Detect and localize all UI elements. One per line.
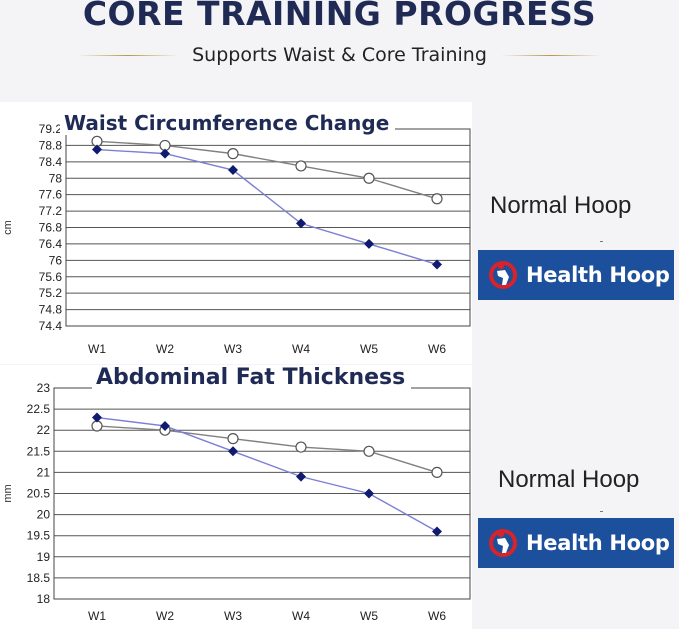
y-tick-label: 76 [49, 253, 63, 267]
legend-health-hoop-badge-1: Health Hoop [478, 250, 674, 300]
x-tick-label: W6 [428, 609, 446, 623]
fat-chart-title: Abdominal Fat Thickness [92, 365, 412, 390]
y-tick-label: 22.5 [27, 402, 51, 416]
health-hoop-point [432, 526, 442, 537]
normal-hoop-point [431, 466, 443, 479]
waist-chart-title: Waist Circumference Change [60, 111, 396, 135]
y-tick-label: 20.5 [27, 487, 51, 501]
health-hoop-series-line [96, 416, 438, 533]
health-hoop-point [364, 488, 374, 499]
legend-health-hoop-badge-2: Health Hoop [478, 518, 674, 568]
y-tick-label: 78.4 [39, 155, 63, 169]
legend-normal-hoop-2: Normal Hoop [498, 466, 640, 493]
x-tick-label: W2 [156, 609, 174, 623]
health-hoop-point [432, 259, 442, 270]
y-axis-label: cm [2, 220, 14, 235]
page-title: CORE TRAINING PROGRESS [82, 0, 597, 33]
y-tick-label: 22 [37, 423, 51, 437]
legend-divider-1 [600, 241, 603, 242]
y-tick-label: 74.8 [39, 303, 63, 317]
x-tick-label: W3 [224, 609, 242, 623]
health-hoop-point [92, 144, 102, 155]
y-tick-label: 18.5 [27, 571, 51, 585]
y-tick-label: 18 [37, 592, 51, 606]
health-hoop-point [364, 238, 374, 249]
x-tick-label: W5 [360, 342, 378, 356]
legend-normal-hoop-1: Normal Hoop [490, 192, 632, 219]
x-tick-label: W4 [292, 609, 310, 623]
y-tick-label: 79.2 [39, 122, 63, 136]
normal-hoop-point [227, 433, 239, 445]
subtitle-rule-right [500, 54, 601, 56]
fat-chart: 23 22.5 22 21.5 21 20.5 20 19.5 19 18.5 18 mm W1 W2 W3… [2, 381, 471, 623]
health-hoop-series-line [96, 148, 438, 266]
x-tick-label: W2 [156, 342, 174, 356]
y-tick-label: 75.2 [39, 286, 63, 300]
y-tick-label: 19.5 [27, 529, 51, 543]
page-subtitle: Supports Waist & Core Training [192, 44, 487, 66]
y-tick-label: 19 [37, 550, 51, 564]
y-tick-label: 76.4 [39, 237, 63, 251]
health-hoop-point [296, 218, 306, 229]
health-hoop-point [296, 471, 306, 482]
y-tick-label: 21.5 [27, 444, 51, 458]
x-tick-label: W3 [224, 342, 242, 356]
y-axis-label: mm [2, 484, 14, 502]
normal-hoop-point [295, 441, 307, 453]
x-tick-label: W6 [428, 342, 446, 356]
health-hoop-point [160, 148, 170, 159]
x-tick-label: W5 [360, 609, 378, 623]
health-hoop-point [228, 165, 238, 176]
y-tick-label: 78 [49, 171, 63, 185]
health-hoop-point [228, 446, 238, 457]
normal-hoop-series-line [96, 140, 438, 200]
health-hoop-point [92, 412, 102, 423]
y-tick-label: 21 [37, 465, 51, 479]
normal-hoop-point [363, 172, 375, 184]
y-tick-label: 23 [37, 381, 51, 395]
normal-hoop-point [363, 445, 375, 457]
y-tick-label: 76.8 [39, 221, 63, 235]
legend-health-hoop-label-1: Health Hoop [526, 263, 670, 287]
subtitle-rule-left [78, 54, 179, 56]
normal-hoop-point [227, 148, 239, 160]
subtitle-row: Supports Waist & Core Training [0, 40, 679, 70]
x-tick-label: W4 [292, 342, 310, 356]
waist-chart-panel: 79.2 78.8 78.4 78 77.6 77.2 76.8 76.4 76 75.6 75.2… [0, 102, 472, 364]
normal-hoop-point [431, 193, 443, 205]
y-tick-label: 75.6 [39, 270, 63, 284]
x-tick-label: W1 [88, 342, 106, 356]
legend-divider-2 [600, 511, 603, 512]
y-tick-label: 20 [37, 508, 51, 522]
health-hoop-point [160, 420, 170, 431]
x-tick-label: W1 [88, 609, 106, 623]
normal-hoop-point [295, 160, 307, 172]
legend-health-hoop-label-2: Health Hoop [526, 531, 670, 555]
y-tick-label: 78.8 [39, 138, 63, 152]
y-tick-label: 74.4 [39, 319, 63, 333]
y-tick-label: 77.6 [39, 188, 63, 202]
fat-chart-panel: 23 22.5 22 21.5 21 20.5 20 19.5 19 18.5 18 mm W1 W2 W3… [0, 365, 472, 629]
hoop-logo-icon [489, 529, 517, 557]
hoop-logo-icon [489, 261, 517, 289]
waist-chart: 79.2 78.8 78.4 78 77.6 77.2 76.8 76.4 76 75.6 75.2… [2, 122, 471, 356]
y-tick-label: 77.2 [39, 204, 63, 218]
normal-hoop-series-line [96, 425, 438, 474]
